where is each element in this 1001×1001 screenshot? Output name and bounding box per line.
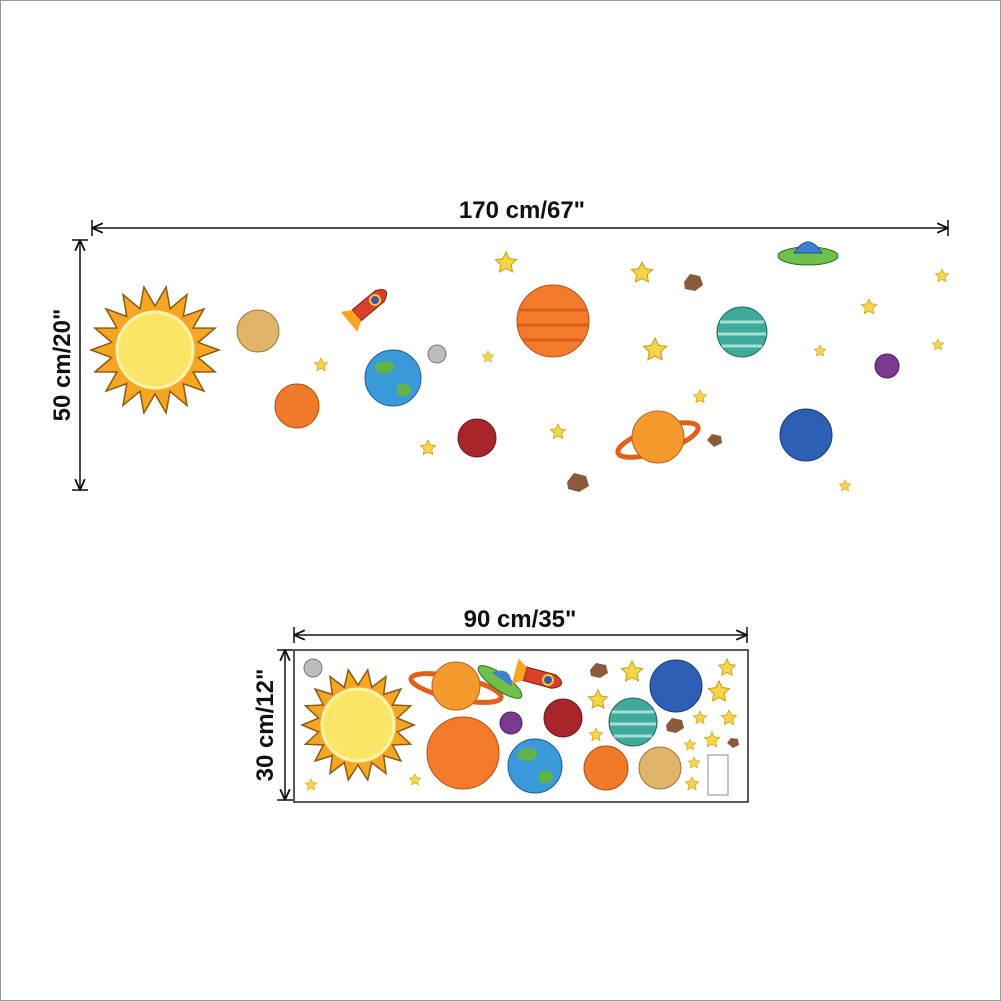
planet — [638, 746, 682, 790]
planet — [507, 738, 563, 794]
planet — [457, 418, 497, 458]
rock — [684, 274, 703, 291]
sheet-artwork — [293, 649, 749, 803]
shape — [340, 310, 362, 332]
rock — [590, 663, 608, 678]
ufo — [777, 241, 839, 266]
bands — [518, 308, 588, 342]
planet — [364, 349, 422, 407]
bands — [718, 320, 766, 348]
moon — [303, 658, 323, 678]
planet — [499, 711, 523, 735]
land — [518, 748, 554, 784]
planet — [426, 716, 500, 790]
planet — [583, 745, 629, 791]
height-label: 50 cm/20" — [49, 309, 76, 422]
planet — [779, 408, 833, 462]
rock — [727, 738, 739, 748]
height-label: 30 cm/12" — [252, 669, 279, 782]
bands — [610, 710, 656, 738]
rock — [567, 473, 589, 492]
mini-sheet — [707, 754, 729, 796]
planet — [543, 698, 583, 738]
shape — [369, 294, 381, 306]
planet — [631, 410, 685, 464]
planet — [516, 284, 590, 358]
width-label: 90 cm/35" — [464, 606, 577, 633]
sun — [115, 310, 195, 390]
width-label: 170 cm/67" — [459, 197, 585, 224]
planet — [431, 661, 481, 711]
planet — [716, 306, 768, 358]
planet — [274, 383, 320, 429]
sun — [320, 687, 396, 763]
shape — [491, 670, 512, 687]
ufo — [477, 665, 523, 699]
moon — [427, 344, 447, 364]
shape — [793, 241, 823, 254]
planet — [608, 697, 658, 747]
shape — [542, 674, 554, 686]
planet — [236, 309, 280, 353]
rock — [707, 434, 722, 447]
planet — [649, 659, 703, 713]
shape — [511, 658, 527, 684]
land — [375, 361, 412, 397]
rocket — [340, 289, 387, 332]
planet — [874, 353, 900, 379]
rock — [666, 718, 684, 733]
rocket — [511, 658, 563, 689]
top-artwork — [88, 241, 950, 492]
